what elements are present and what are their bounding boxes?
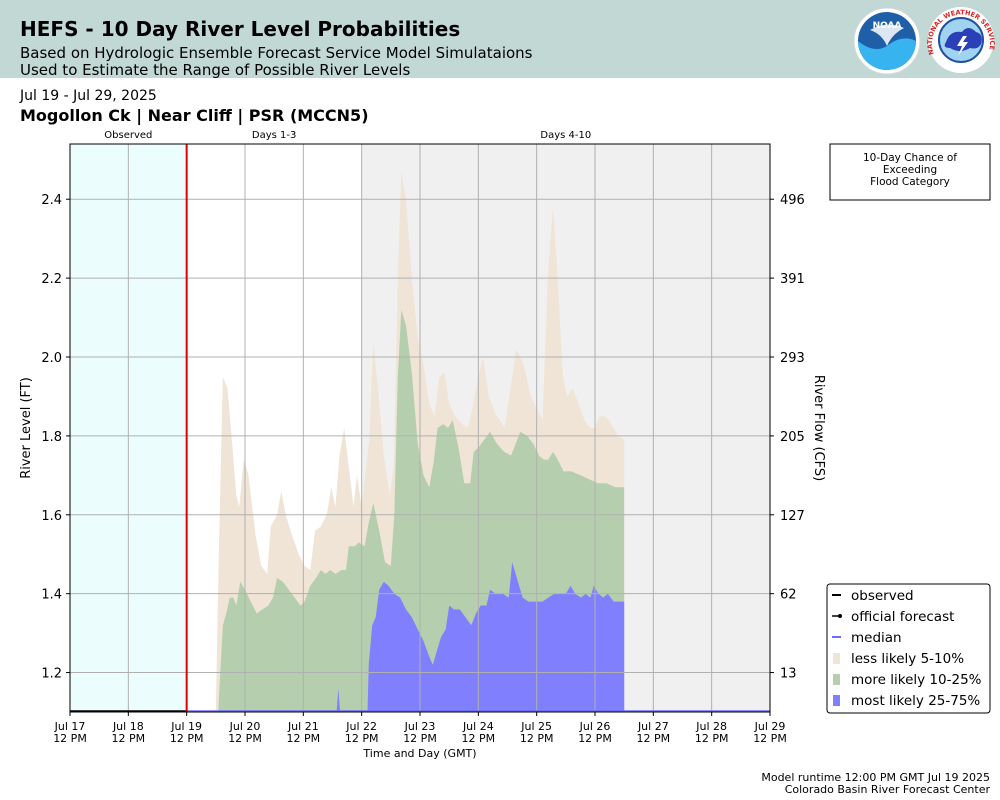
legend-label-3: less likely 5-10% (851, 651, 964, 667)
period-label-0: Observed (104, 130, 152, 141)
x-tick-label-date-2: Jul 19 (170, 720, 202, 733)
x-tick-label-date-4: Jul 21 (287, 720, 319, 733)
x-tick-label-time-11: 12 PM (695, 732, 729, 745)
y2-tick-label-1: 62 (780, 588, 797, 603)
y2-tick-label-0: 13 (780, 667, 797, 682)
x-tick-label-time-1: 12 PM (112, 732, 146, 745)
y2-tick-label-2: 127 (780, 509, 805, 524)
x-tick-label-date-3: Jul 20 (229, 720, 261, 733)
flood-category-text-2: Flood Category (870, 176, 950, 188)
x-tick-label-time-3: 12 PM (228, 732, 262, 745)
legend-swatch-4 (833, 674, 840, 685)
y2-tick-label-3: 205 (780, 430, 805, 445)
period-label-2: Days 4-10 (540, 130, 591, 141)
y-tick-label-4: 2.0 (41, 351, 62, 366)
x-tick-label-time-7: 12 PM (462, 732, 496, 745)
y2-tick-label-6: 496 (780, 193, 805, 208)
station-name: Mogollon Ck | Near Cliff | PSR (MCCN5) (20, 106, 369, 125)
legend-label-4: more likely 10-25% (851, 672, 982, 688)
forecast-center: Colorado Basin River Forecast Center (784, 783, 990, 796)
noaa-logo-text: NOAA (873, 21, 902, 31)
y-tick-label-5: 2.2 (41, 272, 62, 287)
y-tick-label-1: 1.4 (41, 588, 62, 603)
legend-label-0: observed (851, 588, 914, 604)
x-tick-label-time-10: 12 PM (637, 732, 671, 745)
legend-swatch-5 (833, 695, 840, 706)
legend-swatch-3 (833, 653, 840, 664)
y2-tick-label-4: 293 (780, 351, 805, 366)
legend-marker-1 (838, 614, 842, 618)
period-label-1: Days 1-3 (252, 130, 296, 141)
x-tick-label-date-11: Jul 28 (695, 720, 727, 733)
x-axis-title: Time and Day (GMT) (362, 747, 476, 760)
x-tick-label-date-9: Jul 26 (579, 720, 611, 733)
page-subtitle-2: Used to Estimate the Range of Possible R… (20, 61, 411, 79)
page-title: HEFS - 10 Day River Level Probabilities (20, 17, 461, 41)
x-tick-label-time-6: 12 PM (403, 732, 437, 745)
y-tick-label-3: 1.8 (41, 430, 62, 445)
flood-category-text-1: Exceeding (883, 164, 937, 176)
legend-label-2: median (851, 630, 902, 646)
x-tick-label-date-5: Jul 22 (345, 720, 377, 733)
noaa-logo-icon: NOAA (853, 7, 921, 75)
x-tick-label-time-9: 12 PM (578, 732, 612, 745)
flood-category-text-0: 10-Day Chance of (863, 152, 957, 164)
y-tick-label-0: 1.2 (41, 667, 62, 682)
y2-axis-title: River Flow (CFS) (811, 375, 826, 481)
x-tick-label-date-10: Jul 27 (637, 720, 669, 733)
x-tick-label-time-4: 12 PM (287, 732, 321, 745)
x-tick-label-date-1: Jul 18 (112, 720, 144, 733)
nws-logo-icon: NATIONAL WEATHER SERVICE (926, 7, 996, 73)
x-tick-label-time-8: 12 PM (520, 732, 554, 745)
x-tick-label-time-12: 12 PM (753, 732, 787, 745)
x-tick-label-time-0: 12 PM (53, 732, 87, 745)
y-tick-label-6: 2.4 (41, 193, 62, 208)
y-tick-label-2: 1.6 (41, 509, 62, 524)
series-area-2 (336, 562, 625, 712)
x-tick-label-date-12: Jul 29 (754, 720, 786, 733)
x-tick-label-time-5: 12 PM (345, 732, 379, 745)
model-runtime: Model runtime 12:00 PM GMT Jul 19 2025 (761, 771, 990, 784)
page-subtitle-1: Based on Hydrologic Ensemble Forecast Se… (20, 44, 533, 62)
legend-label-1: official forecast (851, 609, 954, 625)
y2-tick-label-5: 391 (780, 272, 805, 287)
x-tick-label-time-2: 12 PM (170, 732, 204, 745)
x-tick-label-date-8: Jul 25 (520, 720, 552, 733)
header-banner: HEFS - 10 Day River Level Probabilities … (0, 0, 1000, 79)
x-tick-label-date-6: Jul 23 (404, 720, 436, 733)
legend-box (826, 583, 991, 714)
y-axis-title: River Level (FT) (19, 377, 34, 479)
date-range: Jul 19 - Jul 29, 2025 (20, 88, 157, 104)
x-tick-label-date-7: Jul 24 (462, 720, 494, 733)
flood-category-box (829, 143, 991, 201)
x-tick-label-date-0: Jul 17 (54, 720, 86, 733)
legend-label-5: most likely 25-75% (851, 693, 980, 709)
